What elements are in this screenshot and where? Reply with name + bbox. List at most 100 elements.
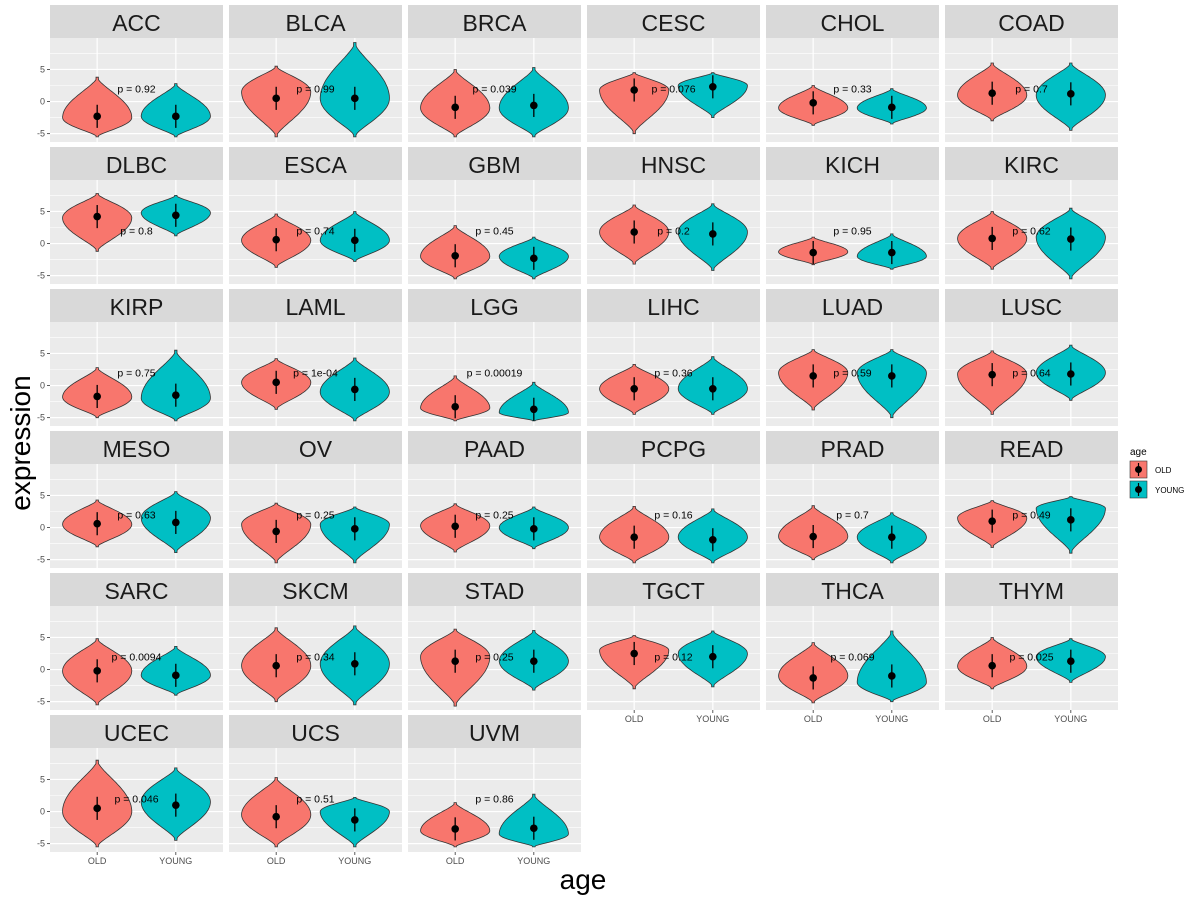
facet-panel-hnsc: HNSC p = 0.2	[587, 147, 760, 284]
panel-background	[766, 180, 939, 284]
y-tick-label: 5	[40, 490, 45, 500]
facet-strip-label: CHOL	[821, 10, 885, 36]
facet-strip-label: LAML	[285, 294, 345, 320]
facet-strip-label: LUSC	[1001, 294, 1062, 320]
facet-strip	[408, 573, 581, 606]
y-tick-label: 5	[40, 774, 45, 784]
facet-strip	[50, 289, 223, 322]
facet-strip	[766, 289, 939, 322]
x-tick-label: OLD	[625, 714, 644, 724]
facet-strip	[50, 147, 223, 180]
facet-panel-ucs: UCS p = 0.51 OLD YOUNG	[229, 715, 402, 866]
facet-panel-coad: COAD p = 0.7	[945, 5, 1118, 142]
mean-point-old	[809, 99, 817, 107]
facet-panel-lgg: LGG p = 0.00019	[408, 289, 581, 426]
p-value-label: p = 0.95	[833, 226, 871, 238]
p-value-label: p = 0.64	[1012, 368, 1050, 380]
x-tick-label: OLD	[88, 856, 107, 866]
p-value-label: p = 0.0094	[112, 652, 162, 664]
mean-point-old	[272, 661, 280, 670]
p-value-label: p = 0.039	[472, 84, 516, 96]
facet-strip	[408, 431, 581, 464]
mean-point-young	[351, 94, 359, 103]
facet-strip-label: PCPG	[641, 436, 706, 462]
facet-panel-cesc: CESC p = 0.076	[587, 5, 760, 142]
y-tick-label: -5	[37, 271, 45, 281]
mean-point-young	[888, 103, 896, 112]
facet-panel-esca: ESCA p = 0.74	[229, 147, 402, 284]
legend: age OLD YOUNG	[1129, 447, 1184, 499]
y-tick-label: 0	[40, 807, 45, 817]
facet-panel-pcpg: PCPG p = 0.16	[587, 431, 760, 568]
facet-strip	[229, 715, 402, 748]
y-tick-label: 5	[40, 64, 45, 74]
mean-point-young	[530, 824, 538, 833]
facet-strip	[766, 431, 939, 464]
mean-point-young	[172, 518, 180, 527]
facet-strip-label: KICH	[825, 152, 880, 178]
mean-point-old	[93, 667, 101, 675]
p-value-label: p = 0.51	[296, 794, 334, 806]
mean-point-young	[1067, 370, 1075, 378]
facet-panel-ov: OV p = 0.25	[229, 431, 402, 568]
p-value-label: p = 0.34	[296, 652, 334, 664]
p-value-label: p = 0.86	[475, 794, 513, 806]
mean-point-young	[351, 659, 359, 668]
facet-panel-acc: ACC p = 0.92 5 0 -5	[37, 5, 223, 142]
x-tick-label: OLD	[267, 856, 286, 866]
y-tick-label: 0	[40, 239, 45, 249]
facet-strip-label: BLCA	[285, 10, 346, 36]
p-value-label: p = 0.25	[475, 510, 513, 522]
y-tick-label: -5	[37, 413, 45, 423]
facet-strip-label: THYM	[999, 578, 1064, 604]
mean-point-young	[888, 672, 896, 680]
mean-point-old	[93, 112, 101, 121]
x-tick-label: OLD	[804, 714, 823, 724]
mean-point-young	[709, 230, 717, 238]
facet-strip	[945, 5, 1118, 38]
mean-point-young	[709, 535, 717, 544]
x-tick-label: YOUNG	[1054, 714, 1087, 724]
facet-panel-tgct: TGCT p = 0.12 OLD YOUNG	[587, 573, 760, 724]
y-tick-label: -5	[37, 129, 45, 139]
facet-strip	[945, 431, 1118, 464]
mean-point-young	[709, 652, 717, 661]
facet-panel-kirc: KIRC p = 0.62	[945, 147, 1118, 284]
facet-strip-label: MESO	[103, 436, 171, 462]
x-tick-label: YOUNG	[696, 714, 729, 724]
facet-strip	[408, 5, 581, 38]
facet-strip	[229, 147, 402, 180]
y-tick-label: 0	[40, 523, 45, 533]
facet-strip-label: HNSC	[641, 152, 706, 178]
facet-panel-thym: THYM p = 0.025 OLD YOUNG	[945, 573, 1118, 724]
mean-point-young	[709, 82, 717, 91]
p-value-label: p = 0.069	[830, 652, 874, 664]
facet-strip-label: ACC	[112, 10, 161, 36]
facet-strip-label: TGCT	[642, 578, 705, 604]
y-tick-label: 5	[40, 206, 45, 216]
mean-point-old	[272, 94, 280, 103]
facet-strip-label: BRCA	[463, 10, 528, 36]
mean-point-young	[172, 801, 180, 809]
facet-panel-paad: PAAD p = 0.25	[408, 431, 581, 568]
facet-strip-label: UVM	[469, 720, 520, 746]
mean-point-young	[709, 384, 717, 393]
y-tick-label: -5	[37, 555, 45, 565]
facet-strip	[945, 289, 1118, 322]
facet-strip-label: PAAD	[464, 436, 525, 462]
x-tick-label: YOUNG	[875, 714, 908, 724]
mean-point-old	[451, 103, 459, 112]
facet-strip-label: KIRC	[1004, 152, 1059, 178]
y-tick-label: 0	[40, 665, 45, 675]
p-value-label: p = 0.00019	[467, 368, 523, 380]
facet-strip-label: COAD	[998, 10, 1064, 36]
mean-point-young	[530, 101, 538, 110]
panel-background	[766, 38, 939, 142]
legend-label: OLD	[1155, 466, 1172, 475]
p-value-label: p = 0.046	[114, 794, 158, 806]
facet-panel-dlbc: DLBC p = 0.8 5 0 -5	[37, 147, 223, 284]
p-value-label: p = 0.2	[657, 226, 690, 238]
facet-panel-chol: CHOL p = 0.33	[766, 5, 939, 142]
p-value-label: p = 0.92	[117, 84, 155, 96]
